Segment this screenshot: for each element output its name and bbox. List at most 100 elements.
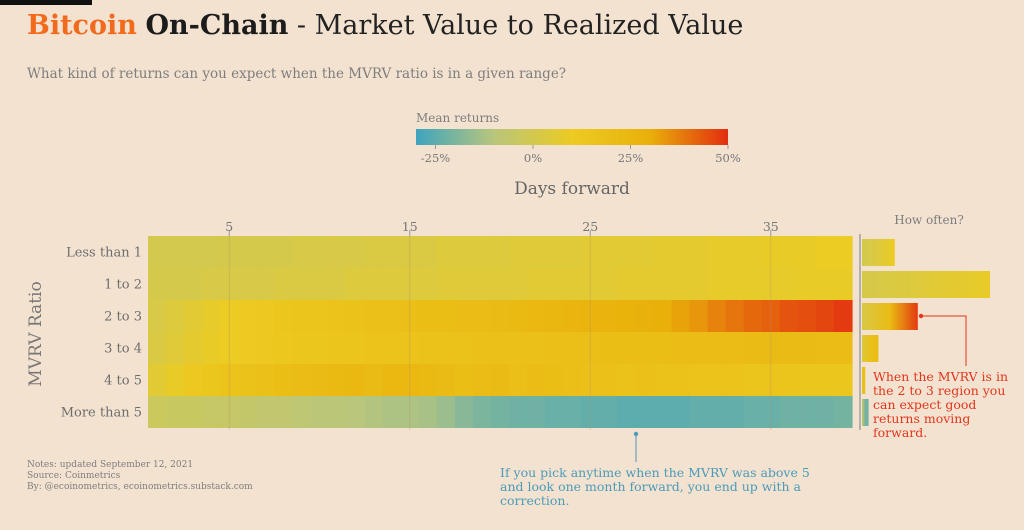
- title-onchain: On-Chain: [145, 10, 289, 41]
- heatmap-cell: [815, 268, 835, 300]
- heatmap-cell: [581, 332, 600, 364]
- heatmap-cell: [761, 364, 781, 396]
- heatmap-cell: [328, 364, 348, 396]
- heatmap-cell: [815, 364, 835, 396]
- heatmap-cell: [527, 236, 546, 268]
- heatmap-cell: [797, 364, 817, 396]
- heatmap-cell: [545, 300, 564, 332]
- y-tick-label: 3 to 4: [104, 342, 142, 357]
- note-byline: By: @ecoinometrics, ecoinometrics.substa…: [27, 482, 253, 492]
- heatmap-cell: [581, 268, 600, 300]
- y-tick-label: More than 5: [61, 406, 142, 421]
- heatmap-cell: [346, 268, 366, 300]
- heatmap-cell: [400, 332, 420, 364]
- heatmap-cell: [148, 236, 167, 268]
- heatmap-cell: [292, 396, 312, 428]
- heatmap-cell: [166, 364, 185, 396]
- heatmap-cell: [418, 236, 438, 268]
- gridlines: [228, 236, 772, 430]
- heatmap-cell: [671, 236, 691, 268]
- heatmap-cell: [509, 332, 528, 364]
- heatmap-cell: [238, 268, 257, 300]
- heatmap-cell: [761, 236, 781, 268]
- heatmap-cell: [671, 268, 691, 300]
- heatmap-cell: [310, 364, 330, 396]
- colorbar-gradient: [416, 129, 728, 145]
- heatmap-cell: [743, 236, 763, 268]
- heatmap-cell: [310, 236, 330, 268]
- heatmap-cell: [490, 332, 510, 364]
- heatmap-cell: [454, 236, 474, 268]
- heatmap-cell: [653, 268, 673, 300]
- heatmap-cell: [563, 300, 582, 332]
- heatmap-cell: [202, 300, 221, 332]
- top-accent-bar: [0, 0, 92, 5]
- heatmap-cell: [743, 396, 763, 428]
- heatmap-cell: [545, 236, 564, 268]
- heatmap-cell: [364, 300, 384, 332]
- heatmap-cell: [797, 332, 817, 364]
- heatmap-cell: [743, 300, 763, 332]
- heatmap-cell: [418, 332, 438, 364]
- heatmap-cell: [220, 236, 239, 268]
- heatmap-cell: [418, 364, 438, 396]
- heatmap-cell: [671, 300, 691, 332]
- how-often-bars: [862, 239, 990, 426]
- heatmap-cell: [689, 300, 709, 332]
- heatmap-cell: [617, 300, 636, 332]
- heatmap-cell: [382, 396, 402, 428]
- heatmap-cell: [797, 268, 817, 300]
- heatmap-cell: [202, 236, 221, 268]
- heatmap-cell: [436, 236, 456, 268]
- heatmap-cell: [472, 236, 492, 268]
- heatmap-cell: [238, 396, 257, 428]
- heatmap-cell: [148, 268, 167, 300]
- heatmap-cell: [400, 364, 420, 396]
- heatmap-cell: [490, 300, 510, 332]
- heatmap-cell: [725, 396, 745, 428]
- heatmap-cell: [256, 332, 275, 364]
- heatmap-cell: [707, 236, 727, 268]
- heatmap-cell: [707, 364, 727, 396]
- heatmap-cell: [779, 236, 799, 268]
- heatmap-cell: [779, 332, 799, 364]
- how-often-bar: [862, 367, 866, 394]
- heatmap-cell: [184, 236, 203, 268]
- heatmap-cell: [166, 300, 185, 332]
- heatmap-cell: [689, 236, 709, 268]
- heatmap-cell: [256, 268, 275, 300]
- heatmap-cell: [617, 364, 636, 396]
- y-tick-label: 4 to 5: [104, 374, 142, 389]
- heatmap-cell: [635, 332, 655, 364]
- colorbar-tick-label: 25%: [618, 151, 644, 165]
- heatmap-cell: [346, 364, 366, 396]
- heatmap-cell: [490, 364, 510, 396]
- heatmap-cell: [545, 396, 564, 428]
- heatmap-cell: [166, 236, 185, 268]
- heatmap-cell: [202, 396, 221, 428]
- heatmap-cell: [382, 300, 402, 332]
- heatmap-cell: [527, 364, 546, 396]
- heatmap-cell: [815, 396, 835, 428]
- x-tick-label: 15: [402, 219, 418, 234]
- heatmap-cell: [436, 332, 456, 364]
- heatmap-cell: [797, 300, 817, 332]
- heatmap-cell: [581, 364, 600, 396]
- heatmap-cell: [202, 332, 221, 364]
- heatmap-cell: [671, 364, 691, 396]
- heatmap-cell: [274, 236, 294, 268]
- heatmap-cell: [436, 396, 456, 428]
- heatmap-cell: [509, 268, 528, 300]
- subtitle: What kind of returns can you expect when…: [27, 66, 567, 82]
- title-bitcoin: Bitcoin: [27, 10, 137, 41]
- blue-callout-dot: [633, 431, 639, 437]
- heatmap-cell: [833, 396, 853, 428]
- heatmap-cell: [833, 332, 853, 364]
- heatmap-cell: [274, 364, 294, 396]
- heatmap-cell: [581, 396, 600, 428]
- heatmap-cell: [364, 332, 384, 364]
- heatmap-cell: [581, 236, 600, 268]
- heatmap-cell: [274, 300, 294, 332]
- heatmap-cell: [490, 236, 510, 268]
- heatmap-cell: [400, 396, 420, 428]
